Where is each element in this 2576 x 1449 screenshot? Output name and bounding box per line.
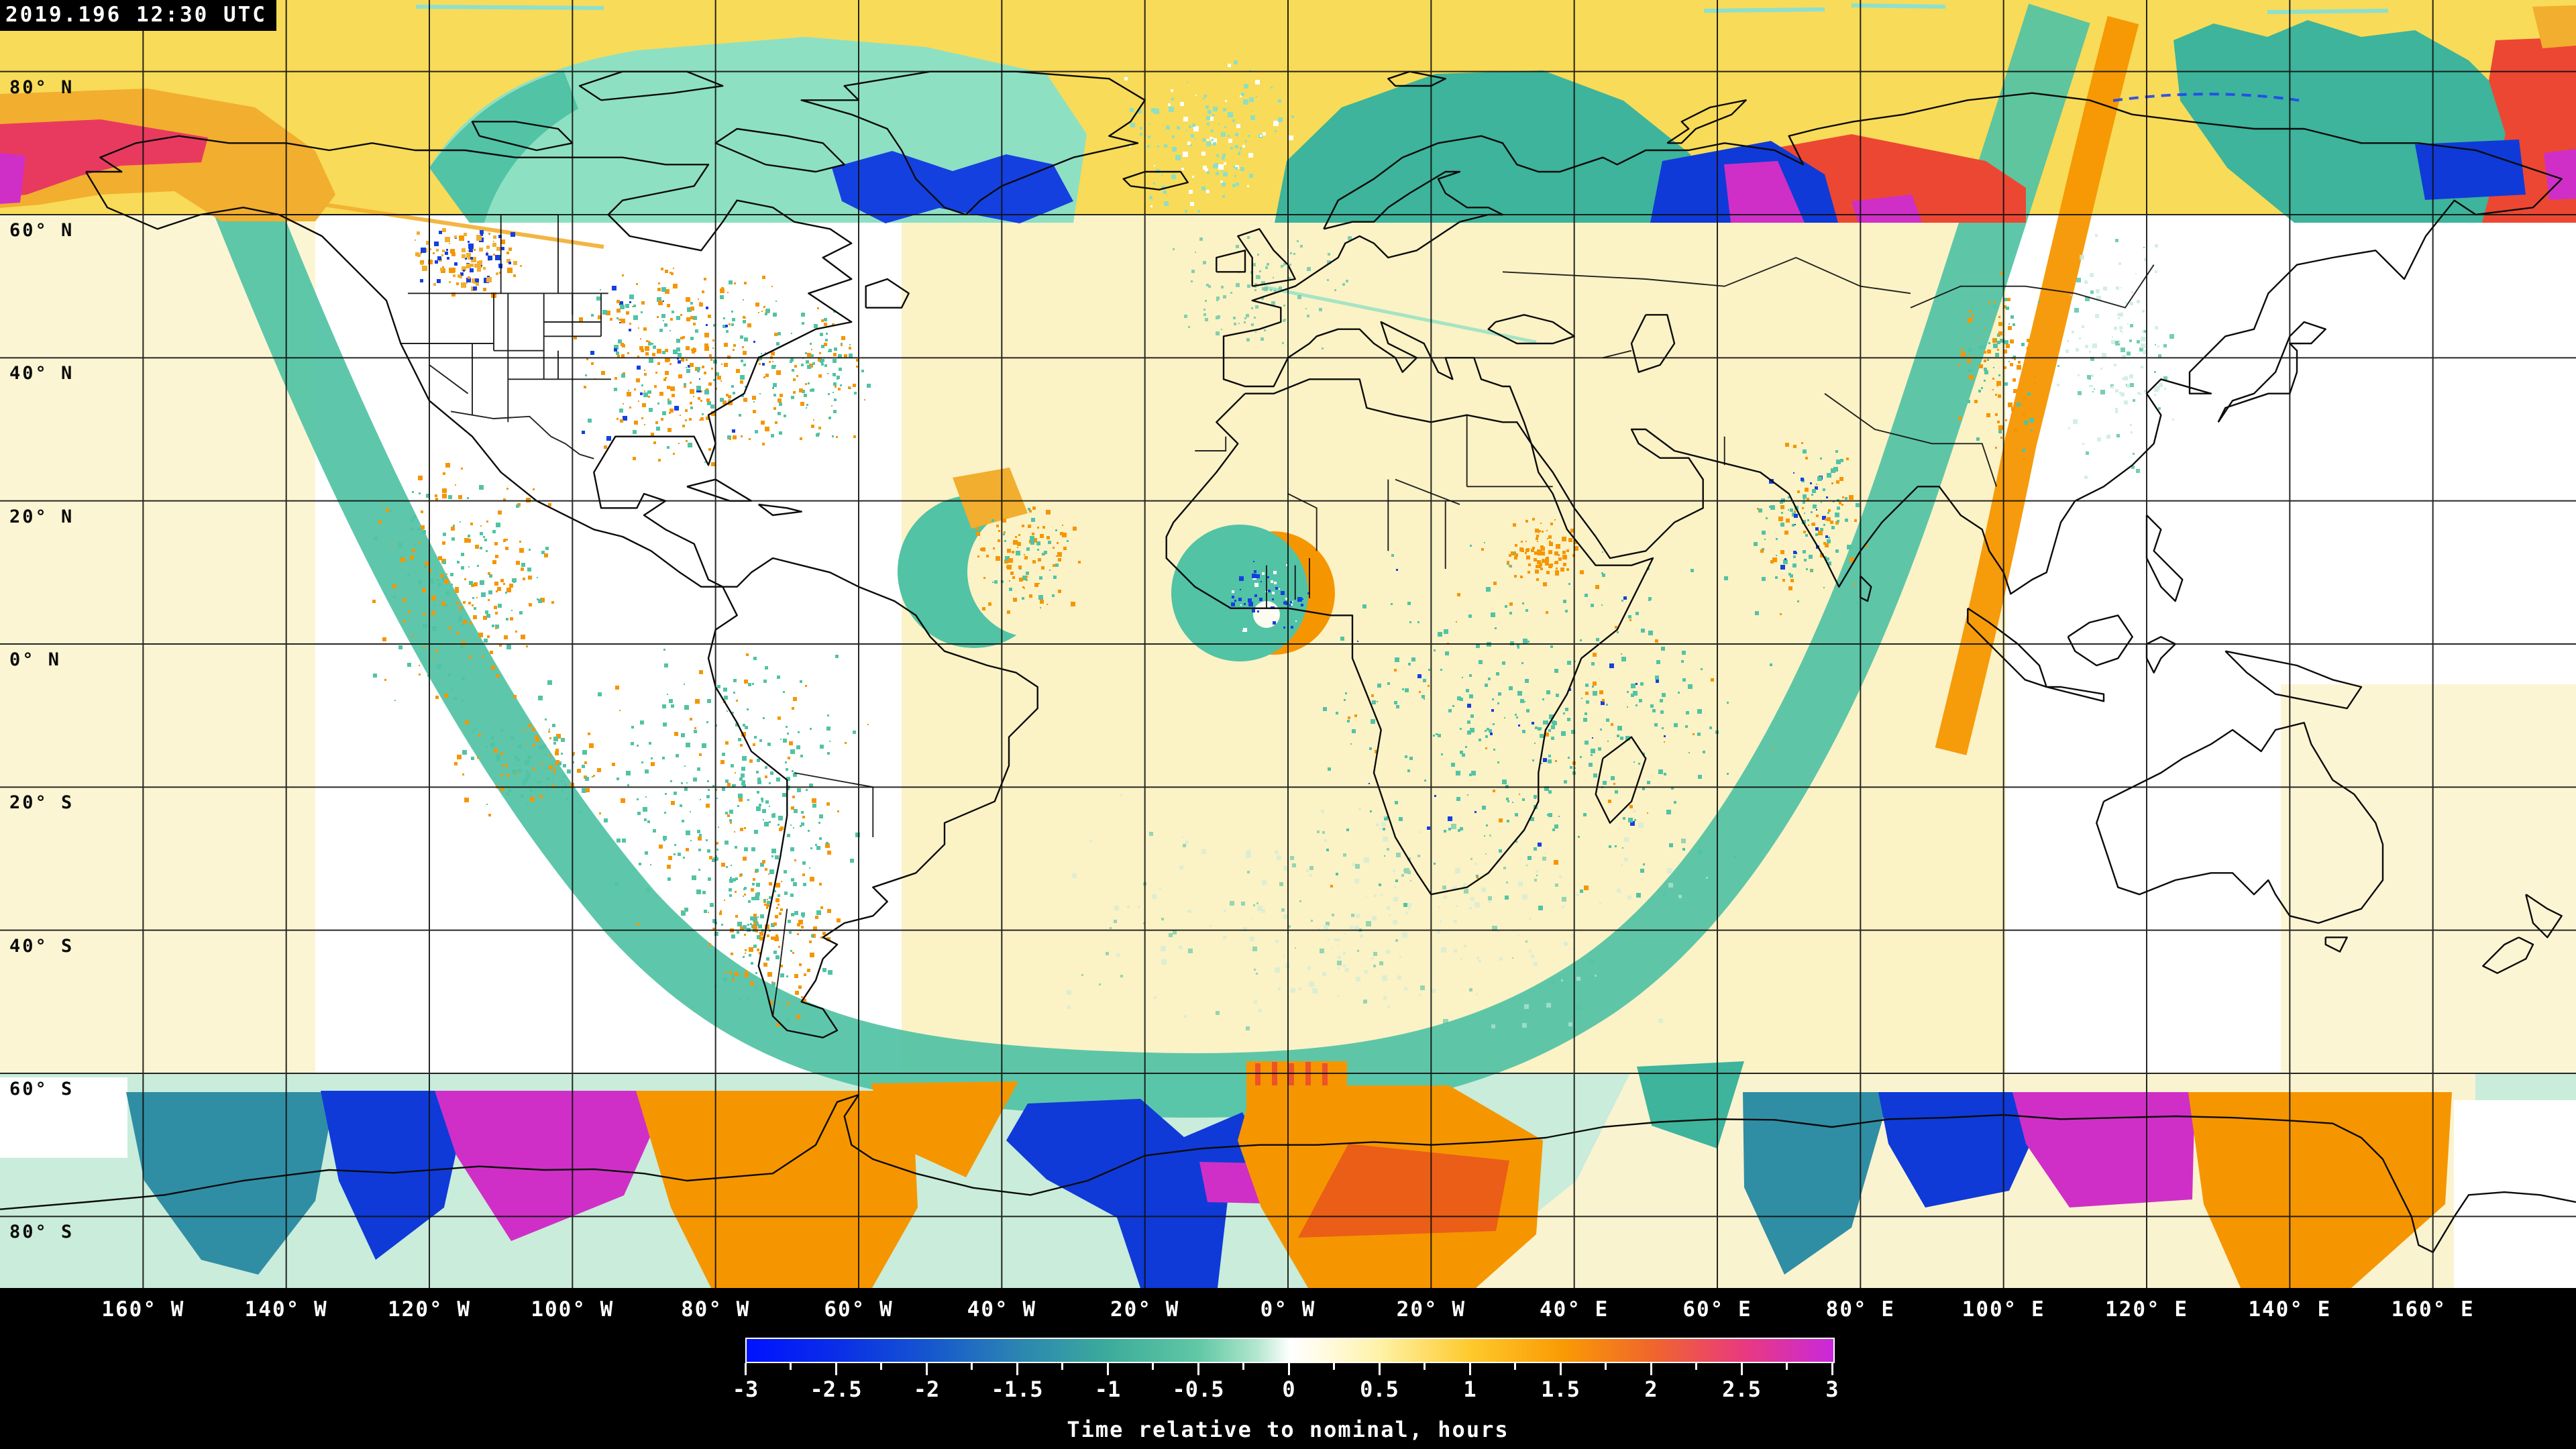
latitude-label: 60° N bbox=[9, 220, 74, 241]
map-canvas bbox=[0, 0, 2576, 1288]
colorbar-tick bbox=[1424, 1363, 1426, 1370]
longitude-label: 140° W bbox=[244, 1297, 328, 1322]
speckle-cluster bbox=[574, 268, 782, 466]
longitude-label: 80° W bbox=[680, 1297, 751, 1322]
colorbar-tick bbox=[1197, 1363, 1199, 1375]
longitude-label: 140° E bbox=[2248, 1297, 2332, 1322]
longitude-label: 60° W bbox=[824, 1297, 894, 1322]
speckle-cluster bbox=[753, 307, 871, 440]
speckle-cluster bbox=[1323, 542, 1774, 910]
latitude-label: 20° N bbox=[9, 506, 74, 527]
colorbar-tick-label: -1.5 bbox=[991, 1377, 1043, 1402]
speckle-cluster bbox=[1124, 60, 1294, 213]
colorbar-tick-label: 0 bbox=[1282, 1377, 1295, 1402]
colorbar-tick-label: 2 bbox=[1644, 1377, 1658, 1402]
colorbar-tick bbox=[1242, 1363, 1244, 1370]
colorbar-tick-label: -1 bbox=[1094, 1377, 1121, 1402]
colorbar-tick bbox=[1106, 1363, 1109, 1375]
speckle-cluster bbox=[1231, 561, 1309, 632]
swath-orange-asia bbox=[1935, 15, 2139, 755]
colorbar-tick bbox=[1695, 1363, 1697, 1370]
colorbar-tick bbox=[1831, 1363, 1833, 1375]
latitude-label: 80° S bbox=[9, 1222, 74, 1243]
colorbar-tick bbox=[880, 1363, 882, 1370]
colorbar-tick bbox=[1016, 1363, 1018, 1375]
colorbar-tick bbox=[1559, 1363, 1562, 1375]
latitude-label: 40° S bbox=[9, 935, 74, 957]
colorbar-tick bbox=[1333, 1363, 1335, 1370]
colorbar-tick bbox=[790, 1363, 792, 1370]
speckle-cluster bbox=[1507, 518, 1584, 586]
latitude-label: 60° S bbox=[9, 1079, 74, 1099]
longitude-label: 160° E bbox=[2391, 1297, 2475, 1322]
colorbar-tick-label: -3 bbox=[732, 1377, 759, 1402]
longitude-label: 40° E bbox=[1539, 1297, 1609, 1322]
speckle-cluster bbox=[1754, 442, 1868, 615]
longitude-label: 80° E bbox=[1825, 1297, 1895, 1322]
timestamp-label: 2019.196 12:30 UTC bbox=[0, 0, 276, 31]
colorbar-tick-label: 3 bbox=[1825, 1377, 1839, 1402]
latitude-label: 0° N bbox=[9, 649, 62, 670]
longitude-label: 0° W bbox=[1260, 1297, 1316, 1322]
longitude-label: 100° E bbox=[1962, 1297, 2045, 1322]
colorbar-tick bbox=[1378, 1363, 1381, 1375]
colorbar-tick bbox=[1650, 1363, 1652, 1375]
colorbar-tick bbox=[1468, 1363, 1471, 1375]
speckle-cluster bbox=[1067, 794, 1708, 1030]
colorbar-tick bbox=[835, 1363, 837, 1375]
colorbar-tick bbox=[1514, 1363, 1516, 1370]
longitude-label: 120° W bbox=[388, 1297, 471, 1322]
latitude-label: 20° S bbox=[9, 792, 74, 814]
swath-teal-scandinavia bbox=[1275, 70, 1692, 223]
colorbar-tick bbox=[971, 1363, 973, 1370]
longitude-label: 60° E bbox=[1682, 1297, 1752, 1322]
graticule bbox=[0, 0, 2576, 1288]
colorbar-tick-label: 1.5 bbox=[1541, 1377, 1580, 1402]
colorbar-tick-label: -2.5 bbox=[810, 1377, 862, 1402]
colorbar-tick bbox=[1061, 1363, 1063, 1370]
speckle-cluster bbox=[2057, 234, 2174, 479]
colorbar-tick-label: 2.5 bbox=[1722, 1377, 1761, 1402]
colorbar-tick bbox=[1287, 1363, 1290, 1375]
colorbar-tick bbox=[1605, 1363, 1607, 1370]
speckle-cluster bbox=[372, 463, 554, 702]
colorbar-tick bbox=[1786, 1363, 1788, 1370]
colorbar-tick bbox=[1152, 1363, 1154, 1370]
colorbar-tick-label: -0.5 bbox=[1172, 1377, 1224, 1402]
colorbar-tick bbox=[925, 1363, 928, 1375]
longitude-label: 40° W bbox=[967, 1297, 1036, 1322]
world-map: 80° N 60° N 40° N 20° N 0° N 20° S 40° S 60° S 8… bbox=[0, 0, 2576, 1288]
colorbar-tick-label: 1 bbox=[1463, 1377, 1477, 1402]
speckle-cluster bbox=[975, 506, 1081, 614]
longitude-label: 20° W bbox=[1110, 1297, 1180, 1322]
colorbar-tick bbox=[1740, 1363, 1743, 1375]
swath-blue-antarctic bbox=[1006, 1099, 1278, 1288]
latitude-label: 40° N bbox=[9, 363, 74, 384]
speckle-cluster bbox=[454, 718, 615, 816]
colorbar-title: Time relative to nominal, hours bbox=[1067, 1417, 1509, 1442]
colorbar-tick bbox=[744, 1363, 747, 1375]
longitude-label: 20° W bbox=[1396, 1297, 1466, 1322]
colorbar-tick-label: 0.5 bbox=[1360, 1377, 1399, 1402]
longitude-label: 100° W bbox=[531, 1297, 614, 1322]
speckle-cluster bbox=[415, 228, 522, 298]
colorbar bbox=[745, 1338, 1835, 1363]
latitude-label: 80° N bbox=[9, 76, 74, 98]
speckle-cluster bbox=[598, 649, 869, 928]
longitude-label: 160° W bbox=[101, 1297, 185, 1322]
longitude-label: 120° E bbox=[2105, 1297, 2188, 1322]
colorbar-tick-label: -2 bbox=[913, 1377, 940, 1402]
